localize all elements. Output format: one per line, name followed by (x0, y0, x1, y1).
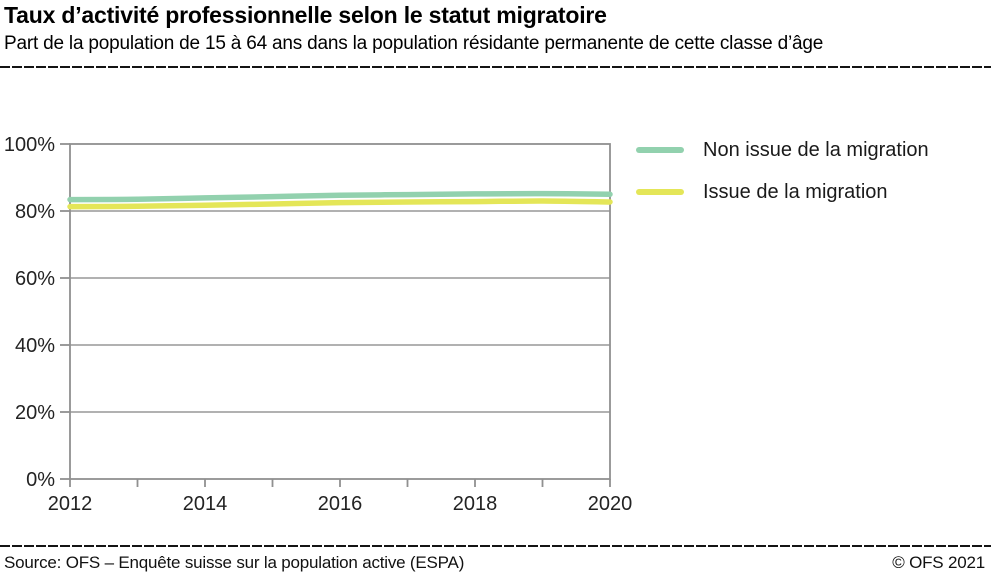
page-subtitle: Part de la population de 15 à 64 ans dan… (4, 33, 824, 54)
x-axis-tick-label: 2012 (48, 493, 93, 515)
legend-swatch-non-migration (636, 147, 684, 153)
source-note: Source: OFS – Enquête suisse sur la popu… (4, 553, 465, 572)
y-axis-tick-label: 40% (15, 335, 55, 357)
legend-label-non-migration: Non issue de la migration (703, 138, 929, 161)
y-axis-tick-label: 0% (26, 469, 55, 491)
footer-divider (0, 545, 991, 547)
y-axis-tick-label: 20% (15, 402, 55, 424)
legend-label-migration: Issue de la migration (703, 180, 888, 203)
legend-item-non-migration: Non issue de la migration (636, 136, 929, 164)
legend-item-migration: Issue de la migration (636, 178, 929, 206)
y-axis-tick-label: 80% (15, 201, 55, 223)
y-axis-tick-label: 100% (4, 134, 55, 156)
header-divider (0, 66, 991, 68)
chart-legend: Non issue de la migration Issue de la mi… (636, 136, 929, 220)
footer: Source: OFS – Enquête suisse sur la popu… (4, 553, 985, 573)
x-axis-tick-label: 2014 (183, 493, 228, 515)
series-line-0 (67, 190, 613, 203)
series-line-1 (67, 198, 613, 210)
x-axis-tick-label: 2020 (588, 493, 633, 515)
copyright-note: © OFS 2021 (892, 553, 985, 572)
x-axis-tick-label: 2018 (453, 493, 498, 515)
page-title: Taux d’activité professionnelle selon le… (4, 2, 607, 28)
legend-swatch-migration (636, 189, 684, 195)
x-axis-tick-label: 2016 (318, 493, 363, 515)
chart-canvas: 0% 20% 40% 60% 80% 100% 2012 2014 2016 2018 2020 (4, 134, 633, 515)
y-axis-tick-label: 60% (15, 268, 55, 290)
